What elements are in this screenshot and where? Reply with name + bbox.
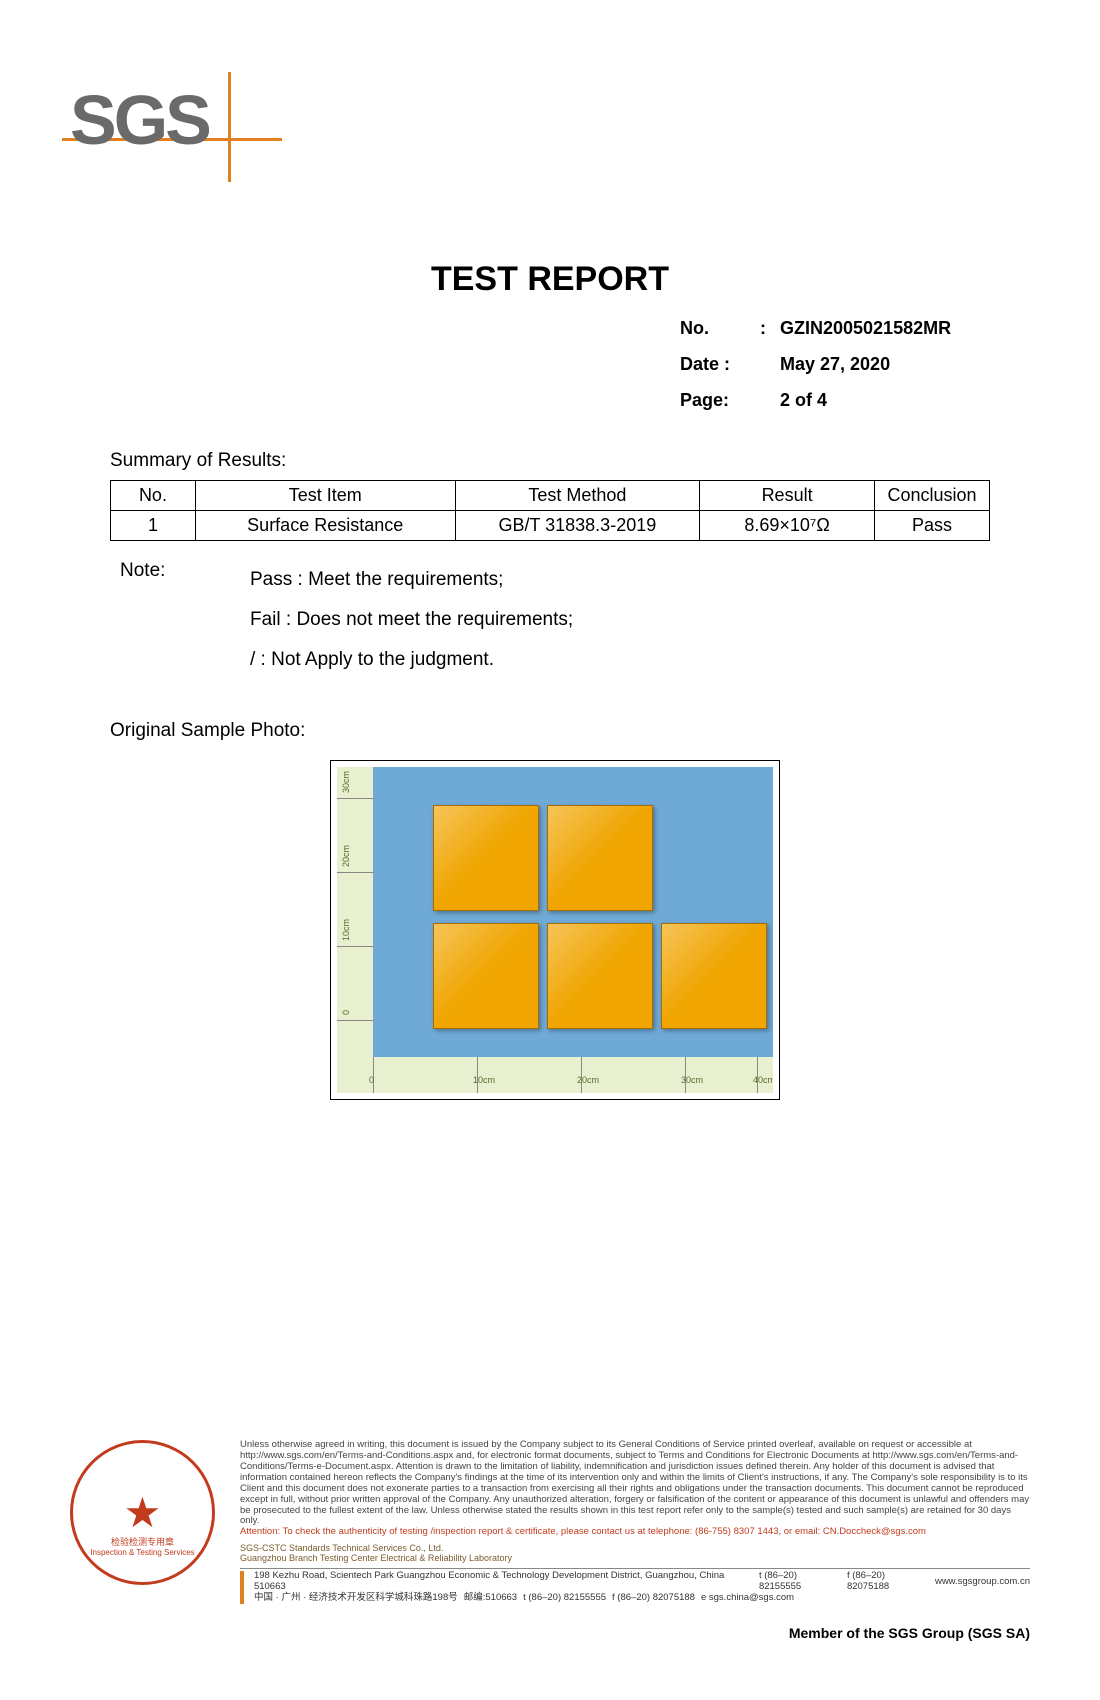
tel: t (86–20) 82155555 (759, 1571, 841, 1593)
note-line: / : Not Apply to the judgment. (250, 640, 573, 680)
ruler-tick: 20cm (341, 845, 351, 867)
report-title: TEST REPORT (0, 260, 1100, 299)
fax2: f (86–20) 82075188 (612, 1593, 695, 1604)
col-test-item: Test Item (195, 481, 455, 511)
meta-date-label: Date : (680, 346, 760, 382)
ruler-tick: 20cm (577, 1075, 599, 1085)
ruler-tick: 0 (341, 1010, 351, 1015)
sample-tile (433, 923, 539, 1029)
addr-bar-icon (240, 1593, 244, 1604)
cell-method: GB/T 31838.3-2019 (455, 511, 700, 541)
ruler-tick: 30cm (681, 1075, 703, 1085)
cell-item: Surface Resistance (195, 511, 455, 541)
col-conclusion: Conclusion (875, 481, 990, 511)
col-no: No. (111, 481, 196, 511)
member-line: Member of the SGS Group (SGS SA) (789, 1625, 1030, 1641)
cell-result: 8.69×10⁷Ω (700, 511, 875, 541)
meta-page: Page: 2 of 4 (680, 382, 951, 418)
meta-page-value: 2 of 4 (780, 382, 827, 418)
colon: : (760, 310, 780, 346)
web: www.sgsgroup.com.cn (935, 1577, 1030, 1588)
meta-no-value: GZIN2005021582MR (780, 310, 951, 346)
sample-tile (661, 923, 767, 1029)
summary-heading: Summary of Results: (110, 450, 286, 472)
sample-photo-frame: 0 10cm 20cm 30cm 0 10cm 20cm 30cm 40cm (330, 760, 780, 1100)
ruler-horizontal: 0 10cm 20cm 30cm 40cm (337, 1057, 773, 1093)
company-lines: SGS-CSTC Standards Technical Services Co… (240, 1544, 1030, 1564)
results-table: No. Test Item Test Method Result Conclus… (110, 480, 990, 541)
disclaimer-text: Unless otherwise agreed in writing, this… (240, 1440, 1030, 1527)
addr-bar-icon (240, 1571, 244, 1593)
address-row-en: 198 Kezhu Road, Scientech Park Guangzhou… (240, 1571, 1030, 1593)
sgs-logo: SGS (70, 80, 209, 160)
cell-conclusion: Pass (875, 511, 990, 541)
tel2: t (86–20) 82155555 (523, 1593, 606, 1604)
meta-date: Date : May 27, 2020 (680, 346, 951, 382)
stamp: ★ 检验检测专用章 Inspection & Testing Services (70, 1440, 215, 1585)
divider (240, 1568, 1030, 1569)
ruler-vertical: 0 10cm 20cm 30cm (337, 767, 373, 1057)
company-line2: Guangzhou Branch Testing Center Electric… (240, 1554, 1030, 1564)
ruler-tick: 40cm (753, 1075, 773, 1085)
fax: f (86–20) 82075188 (847, 1571, 929, 1593)
col-test-method: Test Method (455, 481, 700, 511)
note-line: Fail : Does not meet the requirements; (250, 600, 573, 640)
sample-photo: 0 10cm 20cm 30cm 0 10cm 20cm 30cm 40cm (337, 767, 773, 1093)
logo-vline (228, 72, 231, 182)
stamp-star-icon: ★ (124, 1488, 162, 1537)
sample-tile (547, 805, 653, 911)
meta-page-label: Page: (680, 382, 760, 418)
ruler-tick: 10cm (341, 919, 351, 941)
note-lines: Pass : Meet the requirements; Fail : Doe… (250, 560, 573, 680)
sample-tile (547, 923, 653, 1029)
col-result: Result (700, 481, 875, 511)
report-meta: No. : GZIN2005021582MR Date : May 27, 20… (680, 310, 951, 418)
logo-text: SGS (70, 80, 209, 160)
ruler-tick: 0 (369, 1075, 374, 1085)
stamp-line2: Inspection & Testing Services (73, 1548, 212, 1557)
note-heading: Note: (120, 560, 165, 582)
postcode: 邮编:510663 (464, 1593, 517, 1604)
results-thead: No. Test Item Test Method Result Conclus… (111, 481, 990, 511)
ruler-tick: 30cm (341, 771, 351, 793)
photo-heading: Original Sample Photo: (110, 720, 305, 742)
addr-en: 198 Kezhu Road, Scientech Park Guangzhou… (254, 1571, 753, 1593)
table-row: 1 Surface Resistance GB/T 31838.3-2019 8… (111, 511, 990, 541)
results-tbody: 1 Surface Resistance GB/T 31838.3-2019 8… (111, 511, 990, 541)
cell-no: 1 (111, 511, 196, 541)
email: e sgs.china@sgs.com (701, 1593, 794, 1604)
address-row-cn: 中国 · 广州 · 经济技术开发区科学城科珠路198号 邮编:510663 t … (240, 1593, 1030, 1604)
meta-no: No. : GZIN2005021582MR (680, 310, 951, 346)
addr-cn: 中国 · 广州 · 经济技术开发区科学城科珠路198号 (254, 1593, 458, 1604)
disclaimer: Unless otherwise agreed in writing, this… (240, 1440, 1030, 1604)
meta-date-value: May 27, 2020 (780, 346, 890, 382)
stamp-line1: 检验检测专用章 (73, 1535, 212, 1548)
ruler-tick: 10cm (473, 1075, 495, 1085)
attention-text: Attention: To check the authenticity of … (240, 1527, 1030, 1538)
meta-no-label: No. (680, 310, 760, 346)
sample-tile (433, 805, 539, 911)
note-line: Pass : Meet the requirements; (250, 560, 573, 600)
